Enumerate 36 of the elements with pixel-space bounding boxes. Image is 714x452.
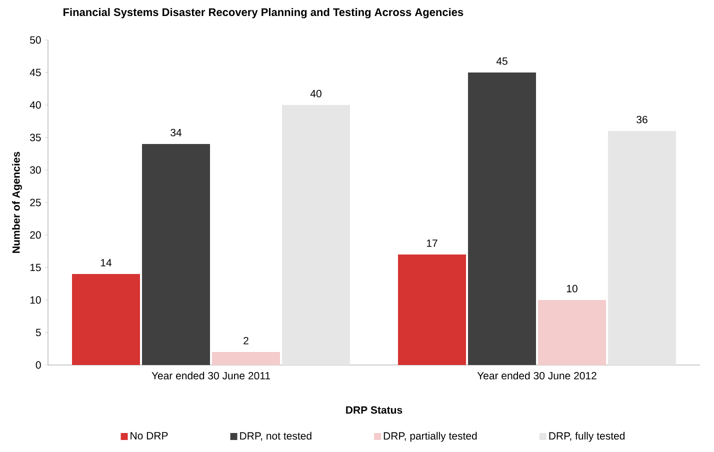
y-tick-label: 45 <box>30 68 41 76</box>
y-tick-label: 40 <box>30 101 41 109</box>
x-tick-label: Year ended 30 June 2012 <box>477 372 596 380</box>
y-tick-label: 35 <box>30 134 41 142</box>
data-label: 36 <box>636 116 648 124</box>
data-label: 17 <box>426 240 438 247</box>
legend-label: DRP, not tested <box>240 432 312 441</box>
x-axis-title: DRP Status <box>346 406 402 414</box>
y-tick-label: 25 <box>30 198 41 206</box>
data-label: 2 <box>244 336 248 344</box>
y-tick-label: 30 <box>30 166 41 174</box>
y-axis-title: Number of Agencies <box>12 152 22 253</box>
y-tick-label: 15 <box>30 264 41 272</box>
y-tick-label: 50 <box>30 36 41 44</box>
bar <box>282 105 350 365</box>
data-label: 45 <box>496 57 508 65</box>
data-label: 10 <box>566 284 578 292</box>
bar <box>608 131 676 365</box>
data-label: 40 <box>310 90 322 98</box>
chart-title: Financial Systems Disaster Recovery Planning and Testing Across Agencies <box>64 8 464 18</box>
legend-label: No DRP <box>130 432 168 440</box>
x-tick-label: Year ended 30 June 2011 <box>152 372 270 380</box>
data-label: 14 <box>100 259 112 266</box>
y-tick-label: 5 <box>36 328 41 336</box>
bar <box>142 144 210 365</box>
bar <box>538 300 606 365</box>
bar <box>72 274 140 365</box>
y-tick-label: 10 <box>30 296 41 304</box>
y-tick-label: 0 <box>36 361 41 369</box>
bar <box>468 72 536 365</box>
legend-label: DRP, partially tested <box>384 432 477 442</box>
bar <box>212 352 280 365</box>
data-label: 34 <box>170 128 182 136</box>
y-tick-label: 20 <box>30 231 41 239</box>
legend-label: DRP, fully tested <box>549 432 625 442</box>
bar <box>398 254 466 365</box>
